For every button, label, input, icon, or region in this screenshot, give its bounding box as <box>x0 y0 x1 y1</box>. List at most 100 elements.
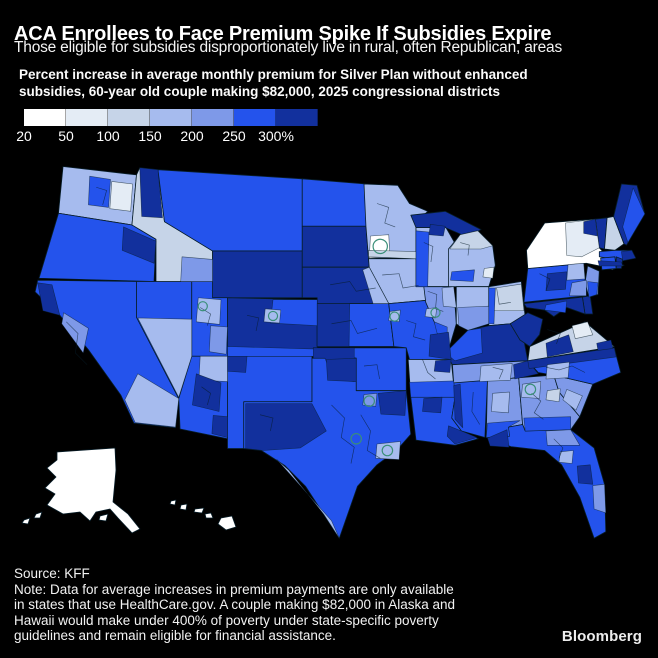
district-boundary-line <box>363 364 380 380</box>
district-patch-FL <box>487 429 510 448</box>
district-patch-WI <box>428 224 446 237</box>
district-patch-AR <box>433 359 452 373</box>
district-boundary-line <box>547 329 561 345</box>
district-boundary-line <box>331 320 378 334</box>
district-patch-AZ <box>192 373 222 412</box>
alaska <box>44 447 141 534</box>
legend-tick-label: 50 <box>58 128 74 144</box>
legend-swatch-300% <box>276 109 318 126</box>
urban-district-ring <box>524 383 537 396</box>
district-patch-NM <box>227 355 248 373</box>
district-patch-NE <box>362 266 389 304</box>
district-patch-UT <box>196 297 222 325</box>
lower-48-group <box>34 166 646 539</box>
district-boundary-line <box>360 414 381 459</box>
chart-description-line-2: subsidies, 60-year old couple making $82… <box>19 84 500 99</box>
district-patch-UT <box>209 325 228 355</box>
district-patch-CA <box>37 282 61 316</box>
district-boundary-line <box>382 273 419 289</box>
bloomberg-logo: Bloomberg <box>561 628 642 645</box>
district-patch-MO <box>428 331 452 360</box>
district-patch-FL <box>592 484 607 514</box>
district-boundary-line <box>471 391 480 425</box>
district-patch-MI <box>482 266 495 279</box>
district-boundary-line <box>201 386 211 406</box>
state-WY <box>212 250 303 299</box>
district-patch-PA <box>545 271 568 291</box>
district-patch-LA <box>422 396 443 414</box>
hawaii-maui <box>204 512 214 519</box>
color-scale-legend <box>24 109 318 126</box>
district-patch-NV <box>137 317 193 398</box>
color-scale-tick-labels: 20 50 100 150 200 250 300% <box>0 128 658 146</box>
district-patch-VA <box>545 334 574 358</box>
urban-district-ring <box>267 310 279 322</box>
district-patch-NY <box>597 260 623 267</box>
district-patch-MI <box>449 230 493 250</box>
district-patch-AR <box>409 380 456 398</box>
legend-swatch-20 <box>24 109 66 126</box>
district-boundary-line <box>531 393 544 420</box>
legend-swatch-100 <box>108 109 150 126</box>
district-boundary-line <box>406 320 426 341</box>
page-title: ACA Enrollees to Face Premium Spike If S… <box>14 23 552 46</box>
legend-tick-label: 200 <box>180 128 204 144</box>
district-patch-IL <box>441 286 457 308</box>
district-boundary-line <box>545 365 586 373</box>
district-patch-KY <box>444 328 483 362</box>
district-patch-GA <box>523 416 571 432</box>
district-patch-WA <box>88 175 111 208</box>
urban-district-ring <box>381 444 394 457</box>
alaska-aleutian <box>21 517 31 525</box>
district-patch-ME <box>622 187 646 243</box>
district-boundary-line <box>492 366 504 380</box>
district-patch-KS <box>316 303 350 347</box>
district-patch-LA <box>446 425 478 445</box>
hawaii-molokai <box>193 507 205 514</box>
district-patch-WI <box>415 230 430 287</box>
district-boundary-line <box>422 359 436 380</box>
legend-swatch-250 <box>234 109 276 126</box>
district-boundary-line <box>496 287 511 305</box>
district-patch-PA <box>569 279 587 297</box>
district-boundary-line <box>96 186 107 205</box>
legend-swatch-200 <box>192 109 234 126</box>
district-patch-OR <box>121 226 157 264</box>
legend-tick-label: 150 <box>138 128 162 144</box>
alaska-hawaii-group <box>21 447 237 534</box>
district-patch-TX <box>378 390 407 416</box>
district-patch-VA <box>596 339 614 351</box>
footer: Source: KFF Note: Data for average incre… <box>14 566 455 644</box>
district-boundary-line <box>423 242 434 263</box>
district-patch-OH <box>488 287 496 325</box>
district-patch-FL <box>558 450 574 464</box>
district-patch-GA <box>545 388 561 403</box>
state-NH <box>604 216 625 251</box>
district-patch-ID <box>180 256 213 282</box>
district-patch-MS <box>453 383 464 429</box>
district-patch-FL <box>576 464 594 485</box>
district-patch-SC <box>562 389 583 411</box>
district-patch-TX <box>326 357 357 382</box>
urban-district-ring <box>430 307 441 318</box>
district-boundary-line <box>259 414 274 432</box>
district-boundary-line <box>460 242 470 256</box>
footer-note-line-1: Note: Data for average increases in prem… <box>14 581 454 597</box>
district-patch-AL <box>485 420 521 438</box>
district-patch-AL <box>491 391 510 414</box>
urban-district-ring <box>363 395 375 407</box>
urban-district-ring <box>372 238 388 255</box>
legend-swatch-50 <box>66 109 108 126</box>
legend-tick-label: 100 <box>96 128 120 144</box>
footer-note-line-3: Hawaii would make under 400% of poverty … <box>14 612 439 628</box>
district-patch-FL <box>545 429 581 446</box>
hawaii-big-island <box>217 515 237 531</box>
district-boundary-line <box>553 438 564 459</box>
district-patch-TN <box>513 360 539 380</box>
chart-description-line-1: Percent increase in average monthly prem… <box>19 67 528 82</box>
district-patch-IN <box>457 305 490 331</box>
footer-note-line-2: in states that use HealthCare.gov. A cou… <box>14 597 456 612</box>
district-patch-WA <box>109 181 133 212</box>
urban-district-ring <box>389 311 400 322</box>
state-SD <box>301 225 370 268</box>
